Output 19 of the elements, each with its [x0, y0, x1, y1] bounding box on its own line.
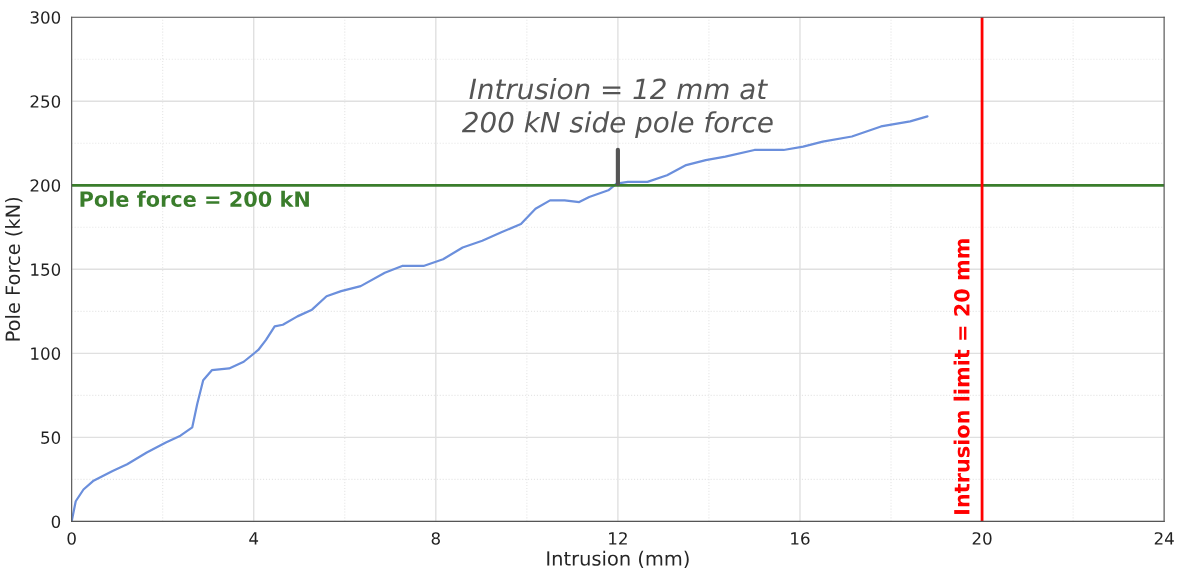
y-tick-label: 100	[31, 347, 61, 360]
y-tick-label: 150	[31, 263, 61, 276]
x-tick-label: 24	[1154, 532, 1174, 545]
x-axis-title: Intrusion (mm)	[547, 550, 689, 569]
ref-line-label: Intrusion limit = 20 mm	[953, 239, 970, 514]
x-tick-label: 4	[249, 532, 259, 545]
y-tick-label: 300	[30, 11, 61, 24]
y-tick-label: 50	[41, 431, 61, 444]
y-tick-label: 0	[51, 515, 61, 528]
annotation: Intrusion = 12 mm at 200 kN side pole force	[461, 77, 773, 139]
x-tick-label: 20	[972, 532, 992, 545]
y-tick-label: 250	[30, 95, 61, 108]
x-tick-label: 16	[791, 532, 810, 545]
x-tick-label: 0	[67, 532, 76, 545]
x-tick-label: 8	[431, 532, 440, 545]
y-axis-title: Pole Force (kN)	[5, 197, 23, 341]
ref-line-label: Pole force = 200 kN	[80, 190, 309, 207]
y-tick-label: 200	[30, 179, 61, 192]
x-tick-label: 12	[609, 532, 627, 545]
